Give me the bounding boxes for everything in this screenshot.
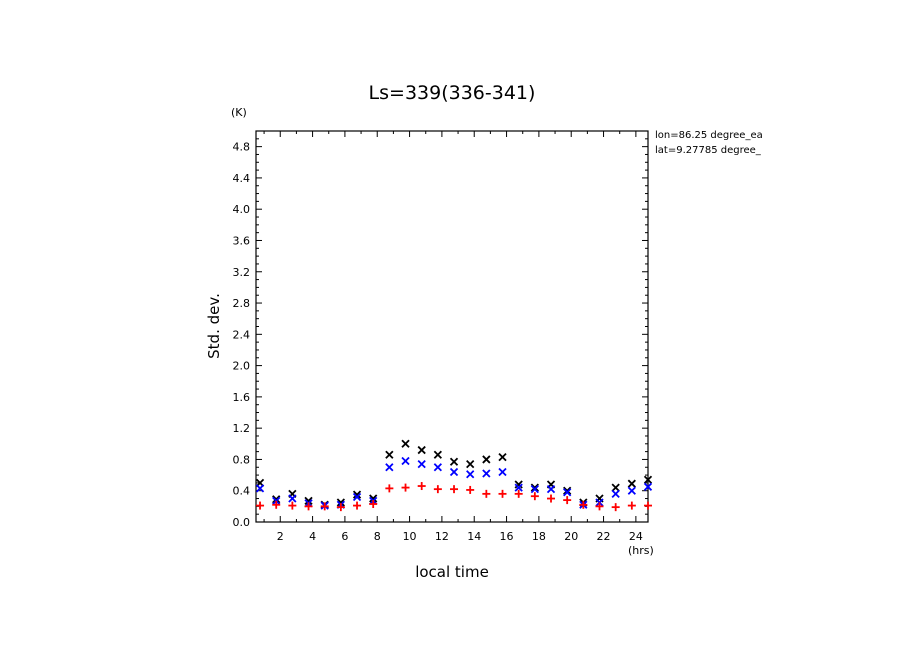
cross-marker-series-1 (627, 479, 636, 488)
y-tick-label: 4.8 (233, 141, 251, 154)
plus-marker-series-3 (336, 503, 345, 512)
plus-marker-series-3 (498, 489, 507, 498)
plus-marker-series-3 (304, 502, 313, 511)
y-tick-label: 1.6 (233, 391, 251, 404)
plus-marker-series-3 (595, 502, 604, 511)
plus-marker-series-3 (514, 489, 523, 498)
cross-marker-series-1 (449, 457, 459, 466)
x-tick-label: 24 (629, 530, 643, 543)
plus-marker-series-3 (563, 496, 572, 505)
cross-marker-series-2 (255, 484, 265, 493)
x-tick-label: 14 (467, 530, 481, 543)
plus-marker-series-3 (288, 501, 297, 510)
x-unit-label: (hrs) (628, 544, 654, 557)
annotation-lon: lon=86.25 degree_ea (655, 130, 763, 141)
cross-marker-series-2 (611, 489, 620, 498)
cross-marker-series-2 (514, 483, 523, 492)
x-tick-label: 8 (374, 530, 381, 543)
y-tick-label: 2.0 (233, 360, 251, 373)
cross-marker-series-1 (304, 496, 313, 506)
x-tick-label: 2 (277, 530, 284, 543)
plus-marker-series-3 (353, 501, 362, 510)
cross-marker-series-1 (369, 494, 378, 503)
annotation-lat: lat=9.27785 degree_ (655, 145, 762, 156)
y-tick-label: 4.0 (233, 203, 251, 216)
cross-marker-series-2 (643, 482, 653, 491)
x-tick-label: 6 (341, 530, 348, 543)
x-tick-label: 10 (403, 530, 417, 543)
plus-marker-series-3 (644, 501, 652, 510)
cross-marker-series-1 (482, 455, 491, 464)
cross-marker-series-1 (466, 459, 475, 469)
x-tick-label: 18 (532, 530, 546, 543)
cross-marker-series-2 (627, 486, 636, 495)
plus-marker-series-3 (627, 501, 636, 510)
plus-marker-series-3 (579, 500, 588, 509)
cross-marker-series-2 (433, 463, 442, 472)
cross-marker-series-1 (401, 439, 410, 448)
cross-marker-series-2 (401, 456, 410, 466)
y-tick-label: 0.8 (233, 453, 251, 466)
plus-marker-series-3 (385, 484, 394, 493)
y-axis-label: Std. dev. (205, 293, 223, 359)
cross-marker-series-1 (530, 483, 539, 492)
y-tick-label: 0.4 (233, 485, 251, 498)
x-tick-label: 16 (500, 530, 514, 543)
cross-marker-series-1 (563, 486, 572, 495)
plus-marker-series-3 (530, 492, 539, 501)
cross-marker-series-1 (514, 480, 523, 489)
y-tick-label: 0.0 (233, 516, 251, 529)
y-tick-label: 1.2 (233, 422, 251, 435)
x-axis: 2 4 6 8 10 12 14 16 18 20 22 24 (263, 131, 643, 543)
plus-marker-series-3 (369, 500, 378, 509)
cross-marker-series-1 (417, 445, 426, 455)
cross-marker-series-2 (449, 467, 459, 477)
cross-marker-series-2 (482, 469, 491, 478)
y-tick-label: 2.4 (233, 328, 251, 341)
x-tick-label: 4 (309, 530, 316, 543)
plus-marker-series-3 (417, 482, 426, 491)
y-tick-label: 3.6 (233, 234, 251, 247)
cross-marker-series-1 (643, 475, 653, 484)
x-axis-label: local time (415, 563, 489, 581)
cross-marker-series-1 (385, 450, 394, 459)
cross-marker-series-2 (352, 492, 362, 502)
x-tick-label: 12 (435, 530, 449, 543)
plus-marker-series-3 (482, 489, 491, 498)
plus-marker-series-3 (611, 503, 620, 512)
cross-marker-series-1 (498, 452, 507, 462)
cross-marker-series-2 (498, 467, 507, 477)
plus-marker-series-3 (466, 485, 475, 494)
cross-marker-series-1 (611, 483, 620, 492)
cross-marker-series-2 (288, 494, 297, 503)
cross-marker-series-1 (336, 498, 346, 507)
plus-marker-series-3 (320, 502, 329, 511)
y-tick-label: 3.2 (233, 266, 251, 279)
cross-marker-series-1 (272, 495, 281, 504)
y-tick-label: 4.4 (233, 172, 251, 185)
cross-marker-series-2 (546, 485, 556, 494)
plus-marker-series-3 (401, 483, 410, 492)
plus-marker-series-3 (547, 494, 556, 503)
plus-marker-series-3 (272, 500, 281, 509)
plus-marker-series-3 (433, 485, 442, 494)
x-tick-label: 20 (564, 530, 578, 543)
plus-marker-series-3 (256, 501, 265, 510)
y-unit-label: (K) (231, 106, 247, 119)
cross-marker-series-2 (385, 463, 394, 472)
cross-marker-series-2 (417, 459, 426, 469)
data-points (255, 439, 653, 512)
chart-title: Ls=339(336-341) (369, 82, 536, 104)
cross-marker-series-1 (433, 450, 442, 459)
plus-marker-series-3 (450, 485, 459, 494)
y-tick-label: 2.8 (233, 297, 251, 310)
cross-marker-series-2 (530, 485, 539, 494)
cross-marker-series-2 (563, 488, 572, 497)
cross-marker-series-1 (352, 490, 362, 499)
x-tick-label: 22 (597, 530, 611, 543)
y-axis: 0.0 0.4 0.8 1.2 1.6 2.0 2.4 2.8 3.2 3.6 4.0 4.4 4.8 (233, 130, 648, 529)
cross-marker-series-2 (466, 470, 475, 479)
